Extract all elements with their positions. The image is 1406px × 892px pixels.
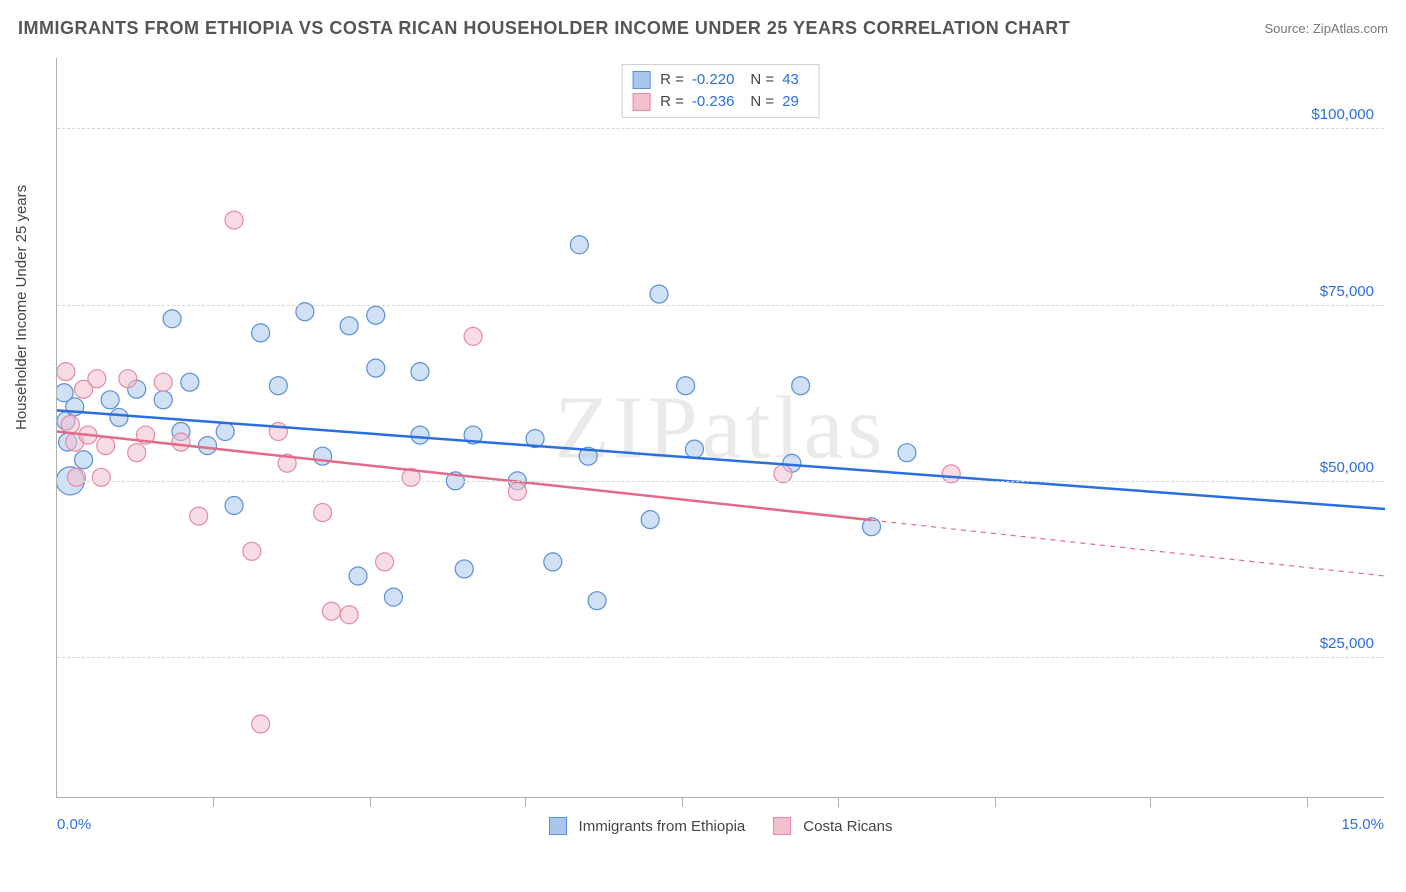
legend-item-ethiopia: Immigrants from Ethiopia xyxy=(549,817,746,835)
x-tick xyxy=(682,797,683,807)
x-tick xyxy=(370,797,371,807)
x-tick xyxy=(995,797,996,807)
legend-label: Costa Ricans xyxy=(803,818,892,835)
data-point xyxy=(685,440,703,458)
data-point xyxy=(110,408,128,426)
data-point xyxy=(349,567,367,585)
legend-r-label: R = xyxy=(660,69,684,91)
x-label-left: 0.0% xyxy=(57,816,91,833)
data-point xyxy=(252,715,270,733)
data-point xyxy=(269,377,287,395)
data-point xyxy=(455,560,473,578)
legend-n-label: N = xyxy=(750,91,774,113)
data-point xyxy=(216,423,234,441)
legend-series: Immigrants from Ethiopia Costa Ricans xyxy=(549,817,893,835)
legend-n-label: N = xyxy=(750,69,774,91)
legend-r-value: -0.236 xyxy=(692,91,735,113)
regression-line xyxy=(57,410,1385,509)
data-point xyxy=(128,444,146,462)
data-point xyxy=(57,363,75,381)
data-point xyxy=(677,377,695,395)
x-tick xyxy=(1150,797,1151,807)
y-tick-label: $50,000 xyxy=(1320,459,1374,476)
chart-source: Source: ZipAtlas.com xyxy=(1264,21,1388,36)
data-point xyxy=(464,327,482,345)
data-point xyxy=(243,542,261,560)
data-point xyxy=(384,588,402,606)
data-point xyxy=(75,451,93,469)
data-point xyxy=(252,324,270,342)
legend-swatch-ethiopia xyxy=(632,71,650,89)
data-point xyxy=(101,391,119,409)
chart-title: IMMIGRANTS FROM ETHIOPIA VS COSTA RICAN … xyxy=(18,18,1070,39)
gridline xyxy=(57,128,1384,129)
gridline xyxy=(57,657,1384,658)
data-point xyxy=(367,359,385,377)
legend-swatch-costarica xyxy=(632,93,650,111)
data-point xyxy=(898,444,916,462)
x-tick xyxy=(1307,797,1308,807)
data-point xyxy=(588,592,606,610)
regression-line xyxy=(57,432,872,521)
data-point xyxy=(92,468,110,486)
x-tick xyxy=(213,797,214,807)
gridline xyxy=(57,481,1384,482)
data-point xyxy=(792,377,810,395)
data-point xyxy=(163,310,181,328)
data-point xyxy=(119,370,137,388)
legend-swatch-ethiopia xyxy=(549,817,567,835)
data-point xyxy=(61,415,79,433)
data-point xyxy=(570,236,588,254)
y-axis-label: Householder Income Under 25 years xyxy=(13,185,30,430)
x-tick xyxy=(838,797,839,807)
data-point xyxy=(411,426,429,444)
legend-item-costarica: Costa Ricans xyxy=(773,817,892,835)
data-point xyxy=(67,468,85,486)
data-point xyxy=(190,507,208,525)
legend-label: Immigrants from Ethiopia xyxy=(579,818,746,835)
legend-swatch-costarica xyxy=(773,817,791,835)
legend-r-label: R = xyxy=(660,91,684,113)
gridline xyxy=(57,305,1384,306)
data-point xyxy=(172,433,190,451)
data-point xyxy=(181,373,199,391)
data-point xyxy=(641,511,659,529)
data-point xyxy=(367,306,385,324)
legend-n-value: 29 xyxy=(782,91,799,113)
data-point xyxy=(376,553,394,571)
data-point xyxy=(411,363,429,381)
legend-n-value: 43 xyxy=(782,69,799,91)
data-point xyxy=(154,373,172,391)
data-point xyxy=(508,482,526,500)
data-point xyxy=(544,553,562,571)
y-tick-label: $75,000 xyxy=(1320,283,1374,300)
data-point xyxy=(199,437,217,455)
chart-svg-layer xyxy=(57,58,1385,798)
x-label-right: 15.0% xyxy=(1341,816,1384,833)
data-point xyxy=(314,504,332,522)
data-point xyxy=(340,317,358,335)
legend-stats: R = -0.220 N = 43 R = -0.236 N = 29 xyxy=(621,64,820,118)
y-tick-label: $25,000 xyxy=(1320,635,1374,652)
data-point xyxy=(88,370,106,388)
legend-stats-row: R = -0.236 N = 29 xyxy=(632,91,809,113)
data-point xyxy=(154,391,172,409)
data-point xyxy=(650,285,668,303)
chart-plot-area: ZIPatlas R = -0.220 N = 43 R = -0.236 N … xyxy=(56,58,1384,798)
legend-stats-row: R = -0.220 N = 43 xyxy=(632,69,809,91)
data-point xyxy=(225,497,243,515)
legend-r-value: -0.220 xyxy=(692,69,735,91)
data-point xyxy=(340,606,358,624)
data-point xyxy=(314,447,332,465)
y-tick-label: $100,000 xyxy=(1311,106,1374,123)
regression-line-dashed xyxy=(872,520,1385,576)
x-tick xyxy=(525,797,526,807)
chart-header: IMMIGRANTS FROM ETHIOPIA VS COSTA RICAN … xyxy=(18,18,1388,39)
data-point xyxy=(97,437,115,455)
data-point xyxy=(322,602,340,620)
data-point xyxy=(225,211,243,229)
